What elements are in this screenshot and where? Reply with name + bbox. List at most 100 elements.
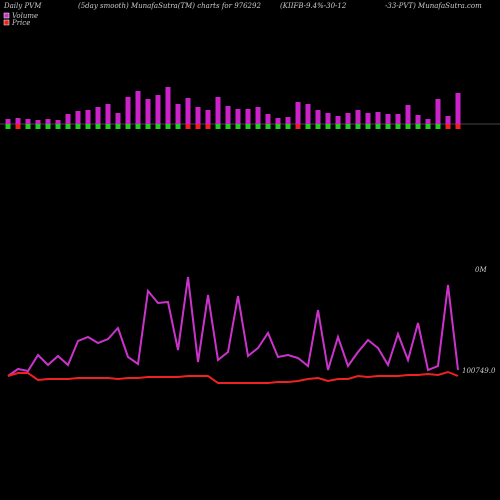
volume-bar: [205, 110, 211, 124]
down-bar: [295, 124, 301, 129]
down-bar: [175, 124, 181, 129]
down-bar: [195, 124, 201, 129]
down-bar: [225, 124, 231, 129]
down-bar: [115, 124, 121, 129]
volume-bar: [165, 87, 171, 124]
volume-bar: [155, 95, 161, 124]
volume-bar: [355, 110, 361, 124]
volume-bar: [405, 105, 411, 124]
volume-bar: [85, 110, 91, 124]
volume-bar: [115, 113, 121, 124]
down-bar: [455, 124, 461, 129]
symbol: -33-PVT) MunafaSutra.com: [385, 2, 482, 10]
down-bar: [385, 124, 391, 129]
volume-bar: [215, 97, 221, 124]
volume-bar: [35, 120, 41, 124]
down-bar: [305, 124, 311, 129]
legend-label: Volume: [12, 12, 38, 20]
down-bar: [245, 124, 251, 129]
volume-bar: [5, 119, 11, 124]
volume-bar: [395, 114, 401, 124]
down-bar: [315, 124, 321, 129]
volume-bar: [325, 113, 331, 124]
down-bar: [135, 124, 141, 129]
down-bar: [75, 124, 81, 129]
volume-bar: [365, 113, 371, 124]
line-1: [7, 370, 459, 384]
down-bar: [405, 124, 411, 129]
volume-bar: [75, 111, 81, 124]
down-bar: [205, 124, 211, 129]
down-bar: [255, 124, 261, 129]
volume-bar: [195, 107, 201, 124]
down-bar: [155, 124, 161, 129]
volume-bar: [15, 118, 21, 124]
down-bar: [45, 124, 51, 129]
down-bar: [355, 124, 361, 129]
legend-swatch: [3, 12, 10, 19]
volume-bar: [295, 102, 301, 124]
down-bar: [145, 124, 151, 129]
chart-title: Daily PVM: [3, 2, 42, 10]
volume-bar: [335, 116, 341, 124]
volume-bar: [345, 113, 351, 124]
down-bar: [125, 124, 131, 129]
down-bar: [185, 124, 191, 129]
legend-label: Price: [11, 19, 30, 27]
down-bar: [55, 124, 61, 129]
down-bar: [85, 124, 91, 129]
volume-bar: [435, 99, 441, 124]
down-bar: [265, 124, 271, 129]
volume-bar: [285, 117, 291, 124]
volume-bar: [135, 91, 141, 124]
down-bar: [415, 124, 421, 129]
down-bar: [25, 124, 31, 129]
volume-bar: [425, 119, 431, 124]
down-bar: [285, 124, 291, 129]
price-axis-label: 100749.0: [462, 367, 496, 375]
down-bar: [435, 124, 441, 129]
line-0: [7, 276, 459, 377]
down-bar: [215, 124, 221, 129]
down-bar: [35, 124, 41, 129]
volume-bar: [415, 115, 421, 124]
legend-swatch: [3, 19, 10, 26]
down-bar: [15, 124, 21, 129]
volume-bar: [445, 116, 451, 124]
down-bar: [275, 124, 281, 129]
down-bar: [165, 124, 171, 129]
down-bar: [375, 124, 381, 129]
volume-bar: [145, 99, 151, 124]
volume-bar: [305, 104, 311, 124]
volume-bar: [455, 93, 461, 124]
volume-bar: [275, 118, 281, 124]
volume-bar: [235, 109, 241, 124]
volume-bar: [95, 107, 101, 124]
down-bar: [395, 124, 401, 129]
volume-bar: [125, 97, 131, 124]
volume-bar: [265, 114, 271, 124]
volume-bar: [315, 110, 321, 124]
volume-bar: [45, 119, 51, 124]
volume-bar: [25, 119, 31, 124]
down-bar: [5, 124, 11, 129]
chart-subtitle: (5day smooth) MunafaSutra(TM) charts for…: [78, 2, 261, 10]
volume-axis-label: 0M: [475, 266, 487, 274]
down-bar: [105, 124, 111, 129]
down-bar: [365, 124, 371, 129]
volume-bar: [105, 104, 111, 124]
down-bar: [235, 124, 241, 129]
volume-bar: [175, 104, 181, 124]
volume-bar: [375, 112, 381, 124]
volume-bar: [65, 114, 71, 124]
down-bar: [95, 124, 101, 129]
down-bar: [345, 124, 351, 129]
down-bar: [325, 124, 331, 129]
down-bar: [445, 124, 451, 129]
volume-bar: [55, 120, 61, 124]
volume-bar: [255, 107, 261, 124]
volume-bar: [245, 109, 251, 124]
volume-bar: [185, 98, 191, 124]
down-bar: [65, 124, 71, 129]
